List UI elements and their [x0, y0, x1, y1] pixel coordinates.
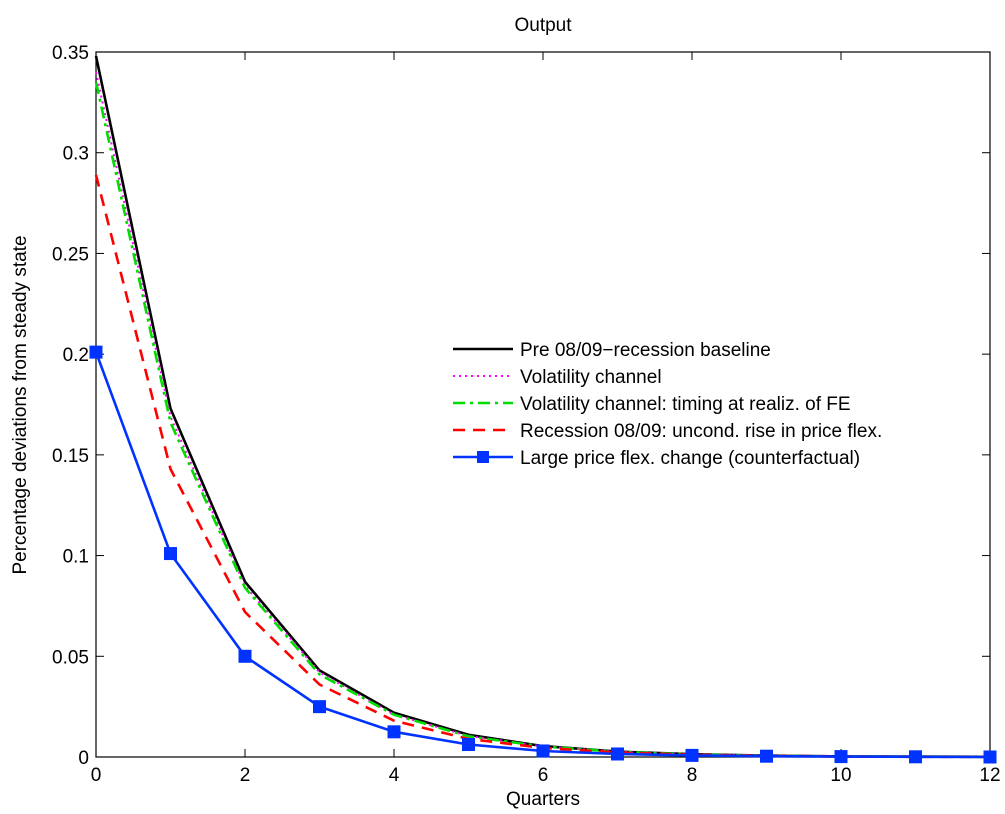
y-tick-label: 0.3 — [63, 144, 89, 165]
legend-label: Large price flex. change (counterfactual… — [520, 448, 860, 469]
legend-marker — [477, 451, 489, 463]
data-point — [164, 547, 177, 561]
data-point — [983, 750, 997, 764]
data-point — [834, 750, 848, 764]
data-point — [611, 747, 624, 761]
legend-label: Recession 08/09: uncond. rise in price f… — [520, 421, 882, 442]
data-point — [89, 345, 103, 359]
x-tick-label: 12 — [979, 765, 1000, 786]
x-tick-label: 6 — [538, 765, 549, 786]
x-tick-label: 2 — [240, 765, 251, 786]
y-tick-label: 0.05 — [52, 647, 89, 668]
data-point — [462, 738, 475, 752]
x-tick-label: 0 — [91, 765, 102, 786]
x-axis-label: Quarters — [506, 789, 580, 810]
x-tick-label: 10 — [830, 765, 851, 786]
legend-label: Volatility channel — [520, 367, 662, 388]
y-tick-label: 0 — [78, 748, 89, 769]
plot-area — [95, 51, 991, 758]
legend-label: Volatility channel: timing at realiz. of… — [520, 394, 851, 415]
data-point — [685, 748, 699, 762]
series-layer — [89, 55, 997, 764]
x-tick-label: 8 — [687, 765, 698, 786]
data-point — [313, 700, 326, 714]
chart-title: Output — [514, 15, 572, 36]
x-tick-label: 4 — [389, 765, 400, 786]
y-tick-label: 0.25 — [52, 244, 89, 265]
legend: Pre 08/09−recession baseline Volatility c… — [453, 340, 882, 469]
y-tick-label: 0.35 — [52, 43, 89, 64]
data-point — [909, 750, 922, 764]
data-point — [238, 649, 252, 663]
data-point — [536, 744, 550, 758]
y-tick-label: 0.1 — [63, 547, 89, 568]
y-tick-label: 0.2 — [63, 345, 89, 366]
y-tick-label: 0.15 — [52, 446, 89, 467]
y-axis-label: Percentage deviations from steady state — [10, 235, 31, 574]
data-point — [387, 725, 401, 739]
legend-label: Pre 08/09−recession baseline — [520, 340, 771, 361]
data-point — [760, 749, 773, 763]
